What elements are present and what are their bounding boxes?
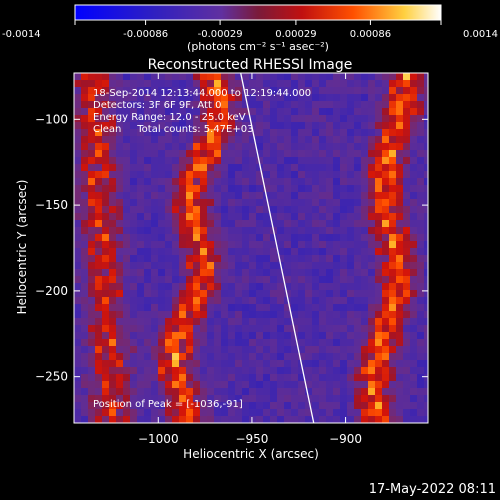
y-tick-label: −200 <box>35 284 68 298</box>
y-tick-label: −250 <box>35 370 68 384</box>
y-tick-label: −150 <box>35 198 68 212</box>
annotation-clean-counts: Clean Total counts: 5.47E+03 <box>93 124 253 135</box>
colorbar-tick-label: -0.0014 <box>2 29 41 40</box>
plot-frame <box>73 72 429 424</box>
annotation-peak-position: Position of Peak = [-1036,-91] <box>93 399 243 410</box>
colorbar <box>75 5 441 20</box>
colorbar-tick-label: 0.00086 <box>350 29 391 40</box>
annotation-energy-range: Energy Range: 12.0 - 25.0 keV <box>93 112 246 123</box>
colorbar-units: (photons cm⁻² s⁻¹ asec⁻²) <box>187 40 329 53</box>
x-tick-label: −900 <box>329 432 362 446</box>
heatmap-image <box>74 73 428 423</box>
colorbar-tick-label: 0.0014 <box>463 29 498 40</box>
y-axis-label: Heliocentric Y (arcsec) <box>15 180 29 315</box>
colorbar-tick-label: -0.00029 <box>198 29 243 40</box>
x-tick-label: −1000 <box>138 432 179 446</box>
annotation-time-range: 18-Sep-2014 12:13:44.000 to 12:19:44.000 <box>93 88 311 99</box>
x-axis-label: Heliocentric X (arcsec) <box>183 447 319 461</box>
solar-limb-line <box>240 73 315 423</box>
x-tick-label: −950 <box>235 432 268 446</box>
colorbar-ticks: -0.0014 -0.00086 -0.00029 0.00029 0.00086 0.0… <box>2 20 498 40</box>
chart-title: Reconstructed RHESSI Image <box>148 57 353 73</box>
annotation-detectors: Detectors: 3F 6F 9F, Att 0 <box>93 100 221 111</box>
colorbar-frame <box>74 4 442 21</box>
axis-ticks: −1000 −950 −900 −100 −150 −200 −250 <box>35 73 428 446</box>
colorbar-tick-label: -0.00086 <box>123 29 168 40</box>
y-tick-label: −100 <box>35 112 68 126</box>
timestamp: 17-May-2022 08:11 <box>369 482 496 497</box>
colorbar-tick-label: 0.00029 <box>275 29 316 40</box>
